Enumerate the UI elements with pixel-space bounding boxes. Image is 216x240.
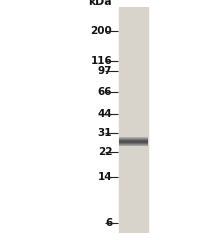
Text: 14: 14	[98, 172, 112, 181]
Text: 200: 200	[91, 26, 112, 36]
Bar	[119, 7, 148, 233]
Text: 116: 116	[91, 56, 112, 66]
Text: 6: 6	[105, 218, 112, 228]
Text: 22: 22	[98, 147, 112, 157]
Text: 31: 31	[98, 128, 112, 138]
Text: 97: 97	[98, 66, 112, 76]
Text: kDa: kDa	[89, 0, 112, 7]
Text: 44: 44	[97, 109, 112, 119]
Text: 66: 66	[98, 87, 112, 97]
